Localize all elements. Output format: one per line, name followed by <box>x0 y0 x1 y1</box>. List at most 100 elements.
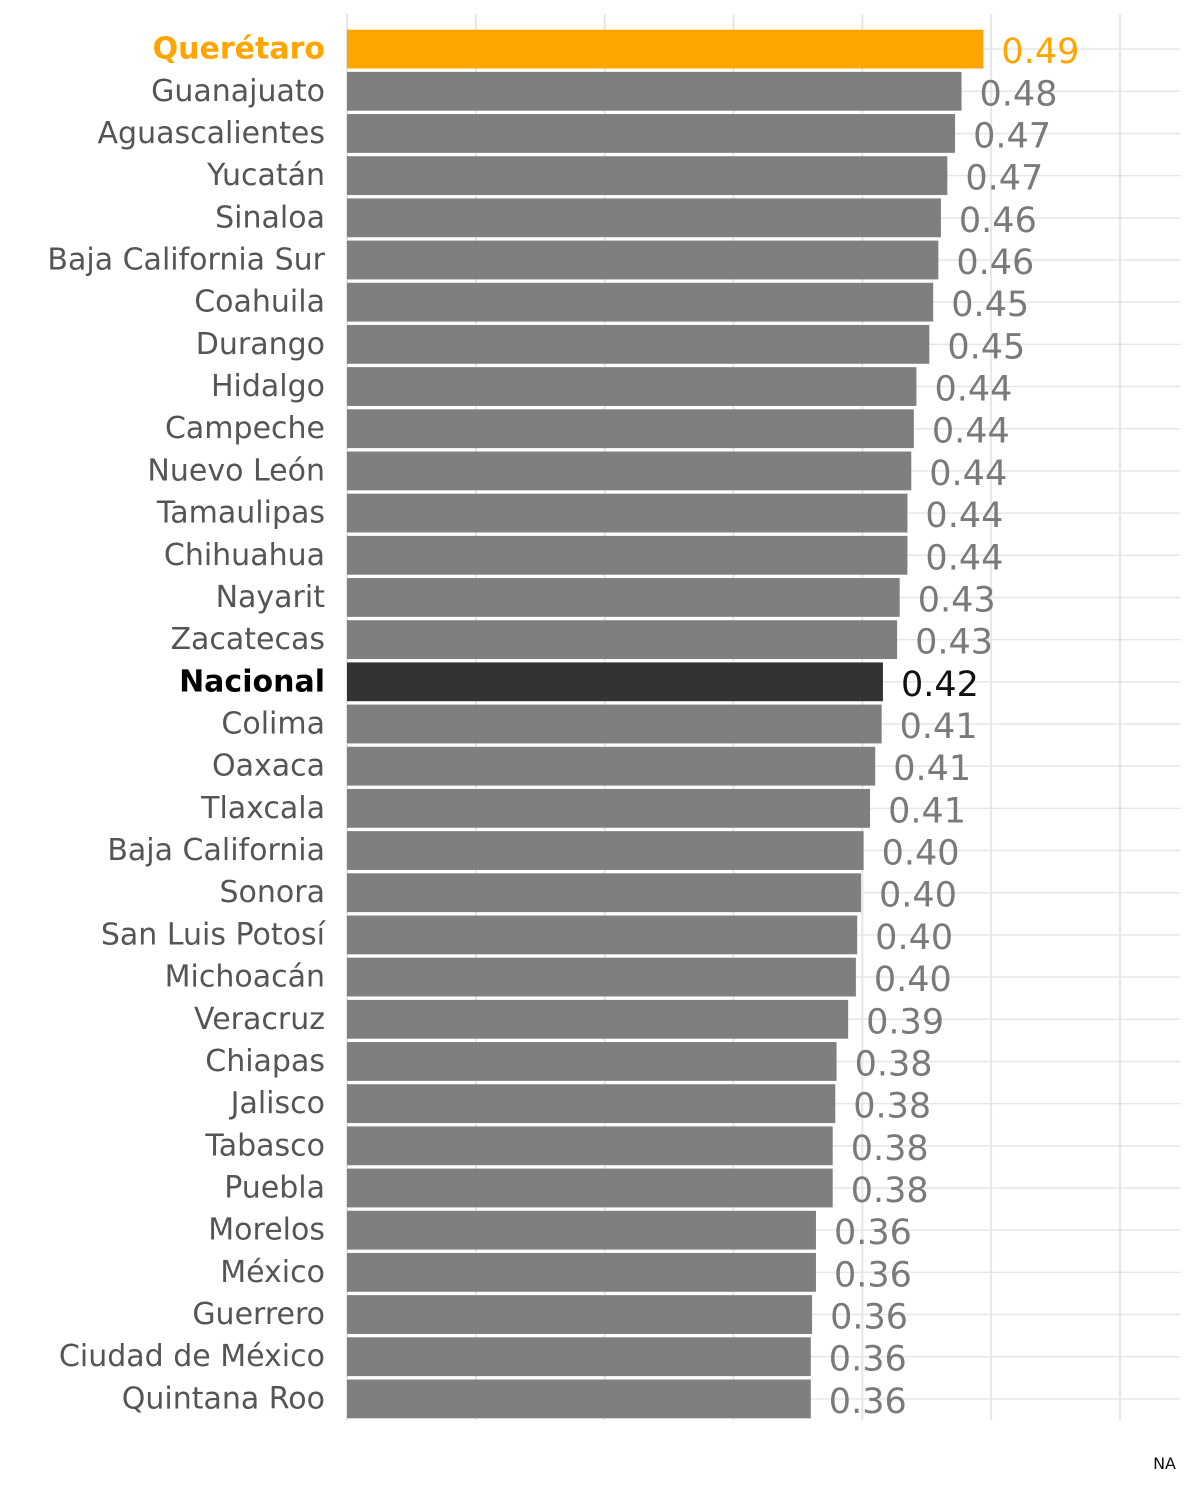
category-label: Hidalgo <box>211 369 325 404</box>
category-label: Veracruz <box>194 1002 325 1037</box>
value-label: 0.48 <box>980 74 1058 114</box>
bar <box>347 620 898 660</box>
value-label: 0.36 <box>834 1255 912 1295</box>
value-label: 0.40 <box>874 960 952 1000</box>
value-label: 0.44 <box>925 496 1003 536</box>
value-label: 0.46 <box>956 243 1034 283</box>
footnote: NA <box>1153 1454 1176 1473</box>
bar <box>347 873 862 913</box>
value-label: 0.40 <box>879 876 957 916</box>
bar <box>347 114 956 153</box>
value-label: 0.41 <box>888 791 966 831</box>
bar <box>347 1337 811 1377</box>
category-label: Tamaulipas <box>156 496 325 531</box>
category-label: Nuevo León <box>147 453 325 488</box>
bar <box>347 240 939 280</box>
bar <box>347 1084 836 1124</box>
bar <box>347 324 930 364</box>
category-label: Yucatán <box>206 158 325 193</box>
bar <box>347 1379 811 1419</box>
bar <box>347 535 908 575</box>
category-label: Oaxaca <box>212 749 325 784</box>
value-label: 0.36 <box>830 1298 908 1338</box>
bar-layer <box>347 29 984 1419</box>
bar <box>347 915 858 955</box>
bar <box>347 451 912 491</box>
bar <box>347 198 941 238</box>
value-label: 0.44 <box>925 538 1003 578</box>
bar <box>347 957 856 997</box>
category-label: Chihuahua <box>164 538 325 573</box>
value-label: 0.41 <box>893 749 971 789</box>
bar <box>347 704 882 744</box>
bar <box>347 156 948 196</box>
value-label: 0.40 <box>882 834 960 874</box>
category-label: Jalisco <box>229 1086 325 1121</box>
category-label: Puebla <box>224 1171 325 1206</box>
value-label: 0.47 <box>965 159 1043 199</box>
category-label: Durango <box>196 327 325 362</box>
value-label: 0.38 <box>855 1044 933 1084</box>
bar <box>347 1126 833 1166</box>
value-label: 0.42 <box>901 665 979 705</box>
bar <box>347 71 962 111</box>
category-label: Sonora <box>220 875 325 910</box>
bar <box>347 746 876 786</box>
category-label: Aguascalientes <box>98 116 325 151</box>
value-label: 0.45 <box>951 285 1029 325</box>
value-label: 0.46 <box>959 201 1037 241</box>
value-label: 0.44 <box>932 412 1010 452</box>
bar <box>347 578 900 617</box>
bar <box>347 493 908 533</box>
bar <box>347 1252 816 1292</box>
category-label: Coahuila <box>194 285 325 320</box>
label-layer: Querétaro 0.49 Guanajuato 0.48 Aguascaliente… <box>47 32 1079 1422</box>
value-label: 0.41 <box>900 707 978 747</box>
value-label: 0.36 <box>834 1213 912 1253</box>
bar <box>347 1168 833 1208</box>
category-label: Colima <box>221 707 325 742</box>
category-label: Nayarit <box>216 580 326 615</box>
category-label: Zacatecas <box>170 622 325 657</box>
category-label: Campeche <box>165 411 325 446</box>
value-label: 0.44 <box>934 370 1012 410</box>
bar <box>347 409 914 449</box>
bar <box>347 367 917 406</box>
category-label: Nacional <box>179 664 325 699</box>
value-label: 0.36 <box>829 1340 907 1380</box>
category-label: Guanajuato <box>151 74 325 109</box>
category-label: Tabasco <box>204 1128 325 1163</box>
value-label: 0.44 <box>929 454 1007 494</box>
value-label: 0.47 <box>973 116 1051 156</box>
bar <box>347 788 871 828</box>
category-label: México <box>220 1255 325 1290</box>
value-label: 0.39 <box>866 1002 944 1042</box>
value-label: 0.38 <box>851 1171 929 1211</box>
value-label: 0.45 <box>947 327 1025 367</box>
value-label: 0.38 <box>851 1129 929 1169</box>
value-label: 0.36 <box>829 1382 907 1422</box>
value-label: 0.43 <box>918 580 996 620</box>
category-label: Michoacán <box>165 960 325 995</box>
category-label: Ciudad de México <box>59 1339 325 1374</box>
category-label: Morelos <box>208 1213 325 1248</box>
category-label: Querétaro <box>153 32 325 67</box>
value-label: 0.49 <box>1001 32 1079 72</box>
bar <box>347 662 883 702</box>
category-label: San Luis Potosí <box>101 917 327 952</box>
bar <box>347 999 849 1039</box>
category-label: Baja California <box>107 833 325 868</box>
category-label: Quintana Roo <box>122 1381 325 1416</box>
bar <box>347 831 864 870</box>
category-label: Baja California Sur <box>47 243 325 278</box>
category-label: Tlaxcala <box>200 791 325 826</box>
bar <box>347 282 934 322</box>
value-label: 0.38 <box>853 1087 931 1127</box>
bar <box>347 29 984 69</box>
value-label: 0.43 <box>915 623 993 663</box>
value-label: 0.40 <box>875 918 953 958</box>
category-label: Sinaloa <box>215 200 325 235</box>
bar <box>347 1042 837 1081</box>
